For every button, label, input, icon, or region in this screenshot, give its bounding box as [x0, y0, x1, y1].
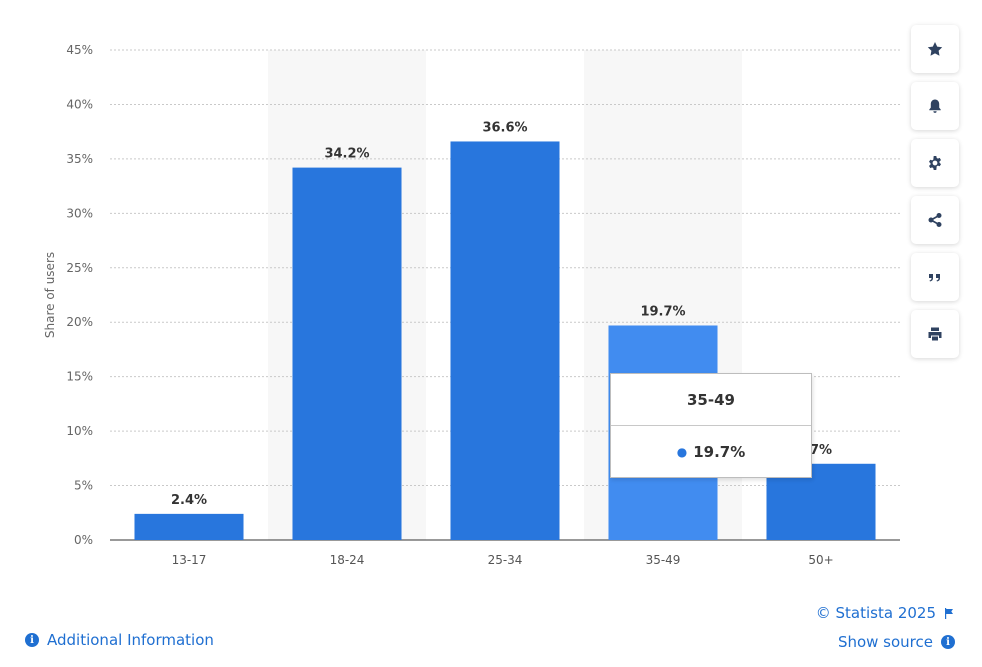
y-tick-label: 40% [66, 97, 93, 111]
data-label-35-49: 19.7% [640, 304, 685, 319]
y-tick-label: 30% [66, 206, 93, 220]
additional-information-link[interactable]: i Additional Information [25, 631, 214, 649]
series-dot-icon: ● [676, 445, 688, 459]
favorite-button[interactable] [911, 25, 959, 73]
cite-button[interactable] [911, 253, 959, 301]
tooltip-value: 19.7% [693, 443, 746, 461]
bell-icon [929, 99, 941, 113]
info-icon: i [941, 635, 955, 649]
y-tick-label: 35% [66, 152, 93, 166]
bar-25-34[interactable] [450, 141, 560, 540]
copyright[interactable]: © Statista 2025 [816, 604, 954, 622]
bar-tooltip: 35-49 ● 19.7% [610, 373, 812, 478]
flag-icon [945, 607, 953, 619]
tooltip-title: 35-49 [611, 374, 811, 426]
bar-18-24[interactable] [292, 167, 402, 540]
x-tick-label-50+: 50+ [808, 553, 833, 567]
share-icon [928, 213, 942, 227]
bar-13-17[interactable] [134, 513, 244, 540]
y-tick-label: 15% [66, 370, 93, 384]
tooltip-value-row: ● 19.7% [611, 426, 811, 478]
data-label-25-34: 36.6% [482, 120, 527, 135]
x-tick-label-18-24: 18-24 [330, 553, 365, 567]
x-tick-label-35-49: 35-49 [646, 553, 681, 567]
data-label-13-17: 2.4% [171, 493, 207, 508]
show-source-label: Show source [837, 633, 933, 651]
y-tick-label: 10% [66, 424, 93, 438]
settings-button[interactable] [911, 139, 959, 187]
y-tick-label: 25% [66, 261, 93, 275]
y-tick-label: 5% [74, 479, 93, 493]
copyright-text: © Statista 2025 [815, 604, 936, 622]
additional-information-label: Additional Information [47, 631, 214, 649]
x-tick-label-13-17: 13-17 [172, 553, 207, 567]
info-icon: i [25, 633, 39, 647]
y-axis-title: Share of users [43, 252, 57, 338]
star-icon [927, 42, 943, 56]
y-tick-label: 20% [66, 315, 93, 329]
y-tick-label: 0% [74, 533, 93, 547]
notification-button[interactable] [911, 82, 959, 130]
side-toolbar [911, 25, 959, 367]
show-source-link[interactable]: Show source i [838, 633, 955, 651]
data-label-18-24: 34.2% [324, 147, 369, 162]
print-button[interactable] [911, 310, 959, 358]
x-tick-label-25-34: 25-34 [488, 553, 523, 567]
gear-icon [929, 156, 941, 170]
quote-icon [929, 274, 940, 282]
print-icon [928, 327, 942, 341]
share-button[interactable] [911, 196, 959, 244]
data-label-50+: 7% [810, 443, 832, 458]
y-tick-label: 45% [66, 43, 93, 57]
bar-chart: 0% 5% 10% 15% 20% 25% 30% 35% 40% 45% 2.4% 34.2% 36… [43, 43, 900, 567]
